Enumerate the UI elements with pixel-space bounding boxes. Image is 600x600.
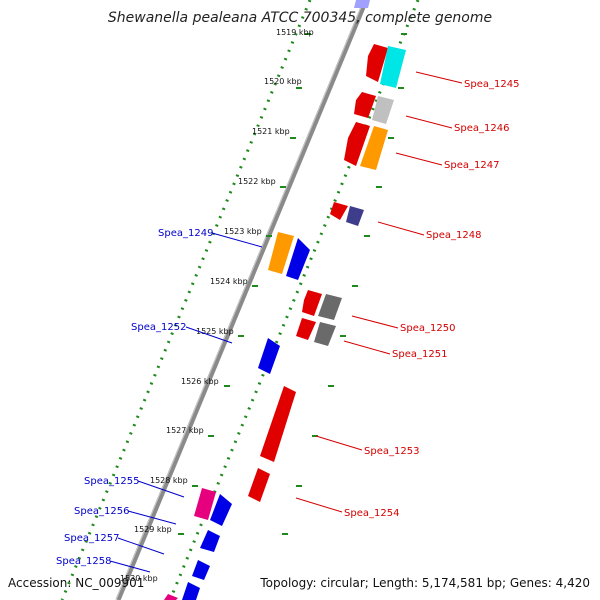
gene-label: Spea_1258 xyxy=(56,556,111,567)
accession-text: Accession: NC_009901 xyxy=(8,576,144,590)
gene-label: Spea_1245 xyxy=(464,79,519,90)
inner-tick-guide xyxy=(60,0,312,600)
gene-arrow xyxy=(296,318,316,340)
leader-line xyxy=(351,315,399,329)
gene-arrow xyxy=(372,96,394,124)
gene-label: Spea_1247 xyxy=(444,160,499,171)
gene-arrow xyxy=(260,386,296,462)
tick-label: 1529 kbp xyxy=(134,525,172,534)
gene-arrow xyxy=(354,0,370,8)
gene-arrow xyxy=(330,202,348,220)
tick-label: 1523 kbp xyxy=(224,227,262,236)
gene-features xyxy=(164,0,406,600)
gene-arrow xyxy=(268,232,294,274)
leader-line xyxy=(415,71,463,84)
gene-arrow xyxy=(314,322,336,346)
gene-label: Spea_1246 xyxy=(454,123,509,134)
tick-group: 1519 kbp 1520 kbp 1521 kbp 1522 kbp 1523… xyxy=(120,28,407,583)
gene-arrow xyxy=(200,530,220,552)
gene-label: Spea_1250 xyxy=(400,323,455,334)
tick-label: 1522 kbp xyxy=(238,177,276,186)
leader-line xyxy=(395,152,443,166)
gene-arrow xyxy=(258,338,280,374)
tick-label: 1530 kbp xyxy=(120,574,158,583)
genome-backbone-highlight xyxy=(115,0,365,600)
leader-line xyxy=(127,510,177,525)
gene-arrow xyxy=(286,238,310,280)
leader-line xyxy=(211,232,263,248)
gene-arrow xyxy=(194,488,216,520)
leader-line xyxy=(137,480,185,498)
gene-labels: Spea_1245 Spea_1246 Spea_1247 Spea_1248 … xyxy=(56,79,519,567)
gene-label: Spea_1252 xyxy=(131,322,186,333)
map-title: Shewanella pealeana ATCC 700345, complet… xyxy=(108,10,492,26)
tick-label: 1527 kbp xyxy=(166,426,204,435)
leader-lines xyxy=(109,71,463,573)
gene-arrow xyxy=(210,494,232,526)
gene-label: Spea_1249 xyxy=(158,228,213,239)
gene-arrow xyxy=(354,92,376,118)
leader-line xyxy=(405,115,453,129)
gene-arrow xyxy=(344,122,370,166)
leader-line xyxy=(377,221,425,236)
gene-arrow xyxy=(192,560,210,580)
gene-label: Spea_1254 xyxy=(344,508,399,519)
gene-arrow xyxy=(360,126,388,170)
gene-arrow xyxy=(366,44,388,82)
leader-line xyxy=(185,326,233,344)
gene-arrow xyxy=(164,594,178,600)
genome-backbone xyxy=(115,0,369,600)
tick-label: 1521 kbp xyxy=(252,127,290,136)
gene-label: Spea_1251 xyxy=(392,349,447,360)
gene-arrow xyxy=(182,582,200,600)
gene-label: Spea_1253 xyxy=(364,446,419,457)
leader-line xyxy=(315,435,363,451)
leader-line xyxy=(109,560,151,573)
leader-line xyxy=(117,537,165,555)
gene-label: Spea_1255 xyxy=(84,476,139,487)
gene-arrow xyxy=(318,294,342,320)
tick-label: 1519 kbp xyxy=(276,28,314,37)
gene-arrow xyxy=(346,206,364,226)
tick-label: 1524 kbp xyxy=(210,277,248,286)
gene-arrow xyxy=(248,468,270,502)
gene-label: Spea_1257 xyxy=(64,533,119,544)
topology-summary: Topology: circular; Length: 5,174,581 bp… xyxy=(259,576,590,590)
gene-arrow xyxy=(302,290,322,316)
gene-arrow xyxy=(380,46,406,88)
leader-line xyxy=(343,340,391,355)
tick-label: 1526 kbp xyxy=(181,377,219,386)
gene-label: Spea_1256 xyxy=(74,506,129,517)
tick-label: 1520 kbp xyxy=(264,77,302,86)
leader-line xyxy=(295,497,343,513)
tick-label: 1528 kbp xyxy=(150,476,188,485)
gene-label: Spea_1248 xyxy=(426,230,481,241)
tick-label: 1525 kbp xyxy=(196,327,234,336)
